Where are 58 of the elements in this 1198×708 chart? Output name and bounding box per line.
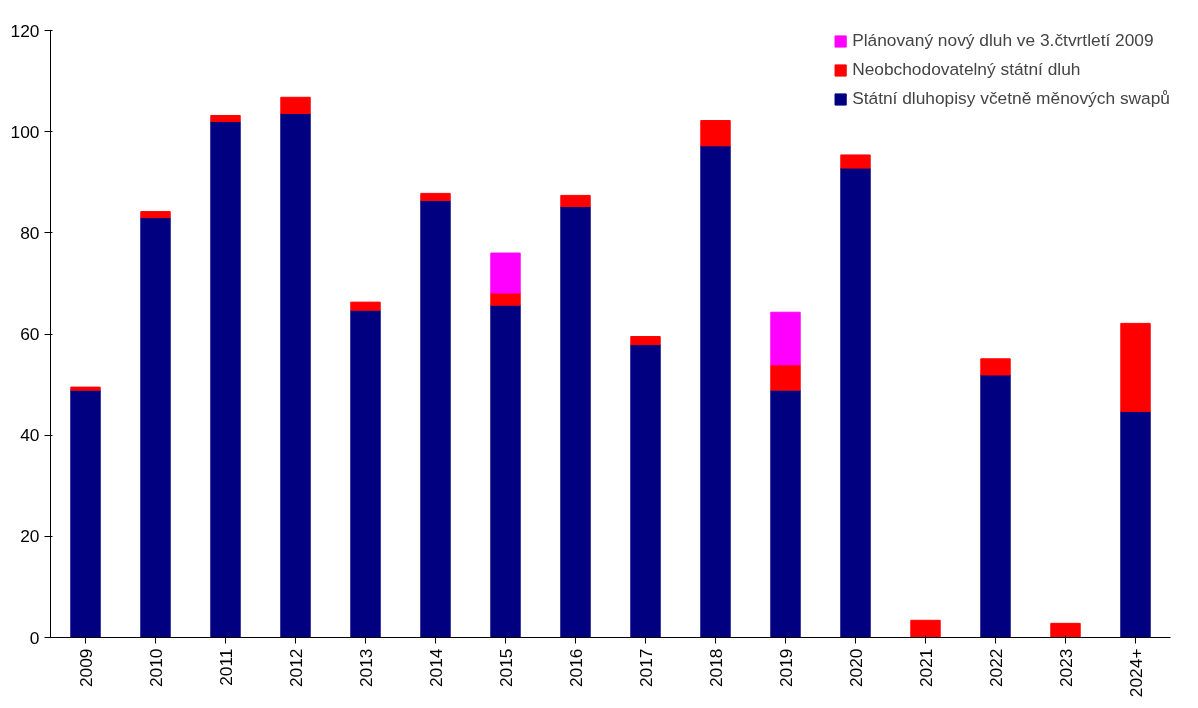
bar [210, 121, 241, 638]
x-tick-label: 2016 [565, 648, 586, 688]
x-tick-label: 2023 [1055, 648, 1076, 688]
x-tick-label: 2019 [775, 648, 796, 688]
x-tick-label: 2011 [215, 648, 236, 686]
bar [700, 145, 731, 638]
y-tick-label: 120 [10, 20, 40, 41]
bar [420, 192, 451, 201]
bar [210, 114, 241, 123]
y-tick-label: 80 [20, 222, 40, 243]
x-tick-label: 2018 [705, 648, 726, 688]
bar [420, 199, 451, 638]
bar [910, 619, 941, 638]
bar [1050, 622, 1081, 638]
x-tick-label: 2021 [915, 648, 936, 688]
bar [140, 217, 171, 638]
bar [700, 120, 731, 147]
legend-label: Plánovaný nový dluh ve 3.čtvrtletí 2009 [852, 30, 1154, 51]
bar [70, 386, 101, 391]
bar [140, 211, 171, 219]
bar [490, 304, 521, 638]
bar [70, 389, 101, 638]
y-tick-label: 0 [29, 627, 40, 648]
bar [560, 194, 591, 208]
bar [560, 206, 591, 638]
y-tick-label: 40 [20, 425, 40, 446]
bar [350, 309, 381, 638]
bar [980, 358, 1011, 376]
x-tick-label: 2022 [985, 648, 1006, 688]
legend-label: Neobchodovatelný státní dluh [852, 59, 1081, 80]
legend-label: Státní dluhopisy včetně měnových swapů [852, 88, 1170, 109]
x-tick-label: 2024+ [1125, 648, 1146, 698]
bar [350, 301, 381, 311]
y-tick-label: 60 [20, 324, 40, 344]
x-tick-label: 2009 [75, 648, 96, 688]
x-tick-label: 2015 [495, 648, 516, 688]
bar [1120, 410, 1151, 638]
bar [980, 374, 1011, 638]
bar [770, 311, 801, 366]
bar [490, 252, 521, 294]
bar [280, 112, 311, 638]
bar [770, 389, 801, 638]
bar [280, 96, 311, 114]
y-tick-label: 20 [20, 526, 40, 547]
bar [630, 336, 661, 346]
x-tick-label: 2017 [635, 648, 656, 688]
x-tick-label: 2014 [425, 648, 446, 688]
y-tick-label: 100 [10, 121, 40, 142]
x-tick-label: 2020 [845, 648, 866, 688]
bar [840, 167, 871, 638]
bar [770, 364, 801, 391]
bar [490, 292, 521, 306]
bar [840, 154, 871, 169]
x-tick-label: 2013 [355, 648, 376, 688]
bar [1120, 322, 1151, 412]
bar [630, 344, 661, 638]
x-tick-label: 2012 [285, 648, 306, 688]
x-tick-label: 2010 [145, 648, 166, 688]
